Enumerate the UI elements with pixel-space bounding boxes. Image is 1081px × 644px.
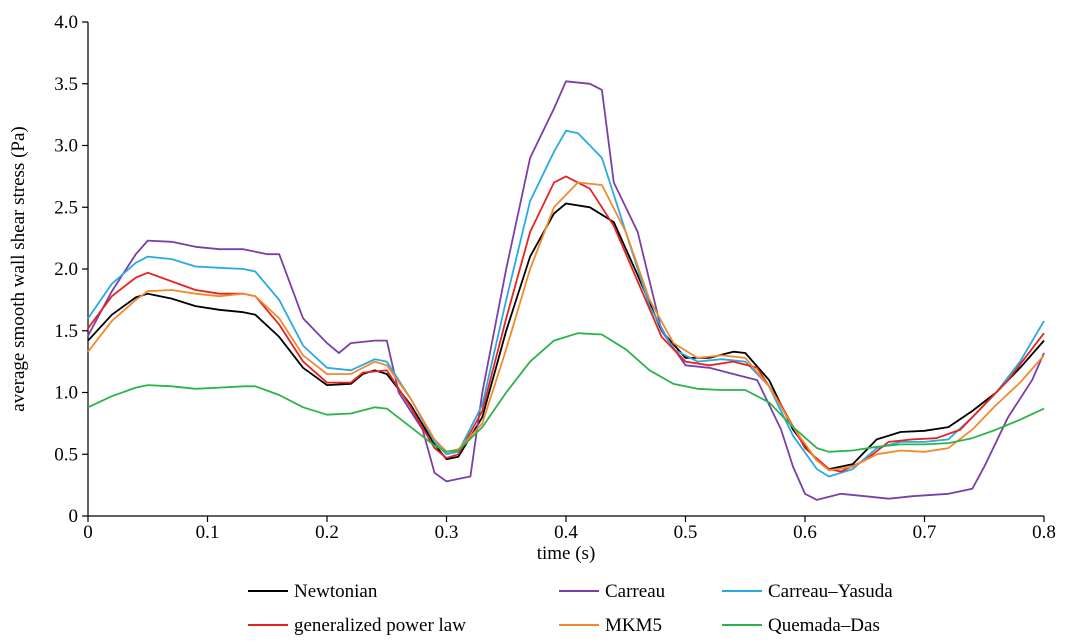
legend-label-1: Carreau bbox=[605, 581, 666, 602]
y-tick-label: 2.0 bbox=[54, 259, 78, 280]
y-tick-label: 2.5 bbox=[54, 197, 78, 218]
y-tick-label: 1.0 bbox=[54, 383, 78, 404]
y-tick-label: 0 bbox=[69, 506, 79, 527]
series-line-1 bbox=[87, 80, 1045, 501]
y-tick-label: 4.0 bbox=[54, 12, 78, 33]
x-tick-label: 0.7 bbox=[913, 522, 937, 543]
legend-label-3: generalized power law bbox=[294, 615, 466, 636]
x-tick-label: 0.8 bbox=[1032, 522, 1056, 543]
y-tick-label: 1.5 bbox=[54, 321, 78, 342]
x-tick-label: 0.5 bbox=[674, 522, 698, 543]
y-tick-label: 3.0 bbox=[54, 136, 78, 157]
x-tick-label: 0 bbox=[83, 522, 93, 543]
y-axis-title: average smooth wall shear stress (Pa) bbox=[8, 126, 29, 411]
x-tick-label: 0.4 bbox=[554, 522, 578, 543]
legend-label-5: Quemada–Das bbox=[768, 615, 880, 636]
y-ticks: 0 0.5 1.0 1.5 2.0 2.5 3.0 3.5 4.0 bbox=[54, 12, 88, 527]
legend-label-4: MKM5 bbox=[605, 615, 662, 636]
x-tick-label: 0.6 bbox=[793, 522, 817, 543]
series-line-2 bbox=[87, 129, 1045, 478]
x-axis-title: time (s) bbox=[537, 543, 596, 564]
series-line-0 bbox=[87, 202, 1045, 470]
series-lines bbox=[87, 80, 1045, 501]
series-line-5 bbox=[87, 332, 1045, 453]
series-line-4 bbox=[87, 181, 1045, 472]
x-tick-label: 0.3 bbox=[435, 522, 459, 543]
legend-label-2: Carreau–Yasuda bbox=[768, 581, 893, 602]
series-line-3 bbox=[87, 175, 1045, 473]
x-ticks: 0 0.1 0.2 0.3 0.4 0.5 0.6 0.7 0.8 bbox=[83, 516, 1056, 543]
y-tick-label: 0.5 bbox=[54, 444, 78, 465]
legend: Newtonian Carreau Carreau–Yasuda generalize… bbox=[248, 581, 893, 636]
y-tick-label: 3.5 bbox=[54, 74, 78, 95]
legend-label-0: Newtonian bbox=[294, 581, 378, 602]
x-tick-label: 0.2 bbox=[315, 522, 339, 543]
x-tick-label: 0.1 bbox=[196, 522, 220, 543]
